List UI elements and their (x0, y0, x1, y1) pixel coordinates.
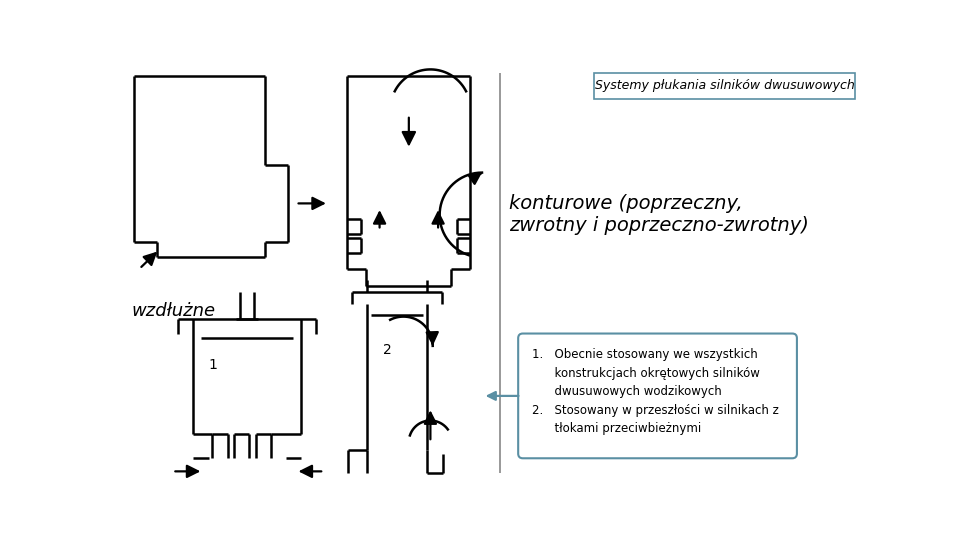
Text: Systemy płukania silników dwusuwowych: Systemy płukania silników dwusuwowych (595, 79, 855, 92)
Text: 1: 1 (209, 358, 218, 372)
Text: wzdłużne: wzdłużne (132, 302, 216, 320)
FancyBboxPatch shape (594, 72, 855, 99)
FancyBboxPatch shape (518, 334, 797, 458)
Text: konturowe (poprzeczny,
zwrotny i poprzeczno-zwrotny): konturowe (poprzeczny, zwrotny i poprzec… (509, 194, 809, 235)
Text: 2: 2 (383, 343, 392, 357)
Text: 1.   Obecnie stosowany we wszystkich
      konstrukcjach okrętowych silników
   : 1. Obecnie stosowany we wszystkich konst… (532, 348, 779, 435)
